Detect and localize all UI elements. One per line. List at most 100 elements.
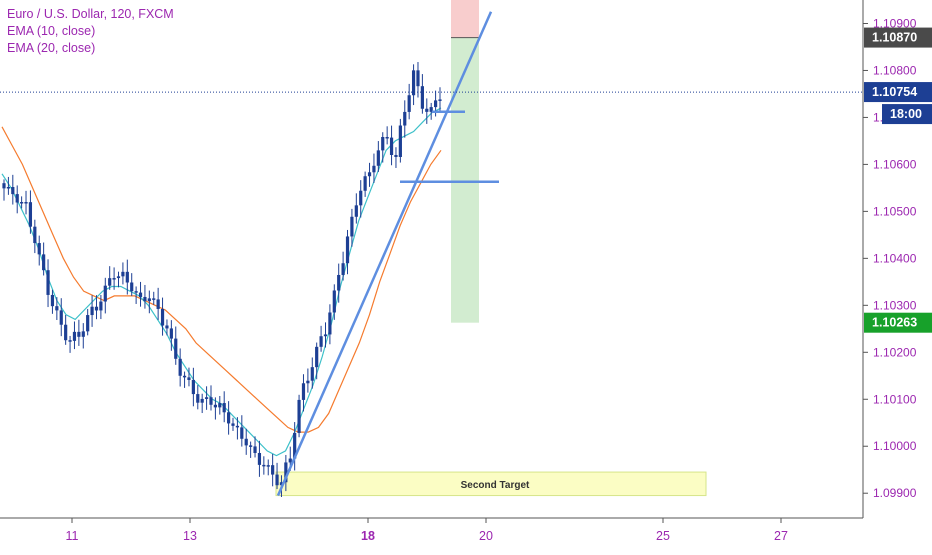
candle-body[interactable] — [249, 445, 253, 447]
candle-body[interactable] — [389, 137, 394, 155]
candle-body[interactable] — [64, 324, 68, 341]
candle-body[interactable] — [209, 397, 213, 405]
candle-body[interactable] — [81, 331, 85, 337]
candle-body[interactable] — [433, 100, 438, 108]
candle-body[interactable] — [271, 465, 275, 475]
candle-body[interactable] — [130, 282, 134, 292]
candle-body[interactable] — [213, 404, 217, 408]
candle-body[interactable] — [204, 397, 209, 399]
candle-body[interactable] — [275, 474, 279, 486]
candle-body[interactable] — [354, 205, 358, 217]
candle-body[interactable] — [196, 394, 200, 403]
candle-body[interactable] — [6, 186, 11, 189]
candle-body[interactable] — [174, 338, 178, 359]
candle-body[interactable] — [385, 136, 389, 139]
candle-body[interactable] — [86, 315, 90, 332]
candle-body[interactable] — [306, 380, 310, 384]
candle-body[interactable] — [438, 99, 442, 101]
candle-body[interactable] — [429, 107, 433, 112]
candle-body[interactable] — [28, 202, 33, 227]
candle-body[interactable] — [138, 292, 143, 297]
candle-body[interactable] — [68, 340, 72, 342]
candle-body[interactable] — [50, 294, 55, 307]
candle-body[interactable] — [262, 464, 266, 467]
candle-body[interactable] — [319, 336, 323, 347]
candle-body[interactable] — [345, 236, 350, 264]
candle-body[interactable] — [77, 331, 81, 337]
candle-body[interactable] — [381, 136, 385, 151]
candle-body[interactable] — [398, 125, 402, 157]
candle-body[interactable] — [152, 298, 156, 300]
candle-body[interactable] — [55, 306, 59, 311]
candle-body[interactable] — [328, 312, 332, 335]
take-profit-zone[interactable] — [451, 37, 479, 323]
candle-body[interactable] — [332, 290, 336, 313]
candle-body[interactable] — [165, 325, 169, 329]
candle-body[interactable] — [293, 432, 297, 459]
candle-body[interactable] — [125, 271, 129, 283]
candle-body[interactable] — [169, 328, 173, 339]
candle-body[interactable] — [15, 194, 19, 203]
candle-body[interactable] — [323, 334, 328, 337]
candle-body[interactable] — [24, 202, 28, 204]
candle-body[interactable] — [187, 377, 191, 380]
candle-body[interactable] — [59, 310, 63, 325]
candle-body[interactable] — [350, 216, 354, 237]
candle-body[interactable] — [341, 263, 345, 275]
candle-body[interactable] — [11, 186, 15, 195]
candle-body[interactable] — [42, 254, 46, 271]
candle-body[interactable] — [394, 154, 398, 157]
candle-body[interactable] — [363, 176, 367, 191]
candle-body[interactable] — [420, 86, 424, 109]
candle-body[interactable] — [222, 403, 226, 413]
candle-body[interactable] — [227, 412, 231, 424]
candle-body[interactable] — [403, 111, 407, 126]
candle-body[interactable] — [99, 301, 103, 311]
candle-body[interactable] — [310, 367, 314, 381]
candle-body[interactable] — [411, 70, 416, 96]
candle-body[interactable] — [182, 375, 187, 378]
candle-body[interactable] — [279, 482, 284, 486]
candle-body[interactable] — [178, 358, 182, 376]
candle-body[interactable] — [407, 95, 411, 112]
legend-symbol-title[interactable]: Euro / U.S. Dollar, 120, FXCM — [7, 7, 174, 21]
candle-body[interactable] — [244, 438, 248, 446]
candle-body[interactable] — [240, 427, 244, 439]
candle-body[interactable] — [416, 70, 420, 87]
candle-body[interactable] — [121, 271, 125, 277]
candle-body[interactable] — [108, 278, 112, 286]
candle-body[interactable] — [231, 423, 235, 426]
candle-body[interactable] — [337, 274, 341, 291]
candle-body[interactable] — [2, 183, 6, 189]
candle-body[interactable] — [46, 270, 50, 295]
candle-body[interactable] — [143, 296, 147, 302]
candle-body[interactable] — [116, 276, 121, 279]
candle-body[interactable] — [257, 452, 262, 465]
candle-body[interactable] — [37, 243, 41, 255]
candle-body[interactable] — [200, 398, 204, 403]
candle-body[interactable] — [103, 285, 107, 302]
candle-body[interactable] — [376, 150, 380, 166]
price-badge[interactable] — [864, 82, 932, 103]
candle-body[interactable] — [160, 308, 165, 326]
candle-body[interactable] — [33, 226, 37, 244]
candle-body[interactable] — [315, 346, 319, 368]
candle-body[interactable] — [191, 379, 195, 395]
candle-body[interactable] — [266, 465, 270, 467]
trendline[interactable] — [276, 11, 493, 497]
candle-body[interactable] — [297, 399, 301, 433]
price-badge[interactable] — [864, 27, 932, 48]
legend-ema10[interactable]: EMA (10, close) — [7, 24, 96, 38]
candle-body[interactable] — [72, 331, 77, 341]
candle-body[interactable] — [235, 425, 240, 428]
candle-body[interactable] — [147, 298, 151, 302]
candle-body[interactable] — [156, 299, 160, 309]
candle-body[interactable] — [372, 165, 376, 173]
candle-body[interactable] — [218, 403, 222, 408]
stop-loss-zone[interactable] — [451, 0, 479, 38]
candle-body[interactable] — [301, 383, 306, 400]
price-badge[interactable] — [864, 312, 932, 333]
price-badge[interactable] — [882, 104, 932, 125]
